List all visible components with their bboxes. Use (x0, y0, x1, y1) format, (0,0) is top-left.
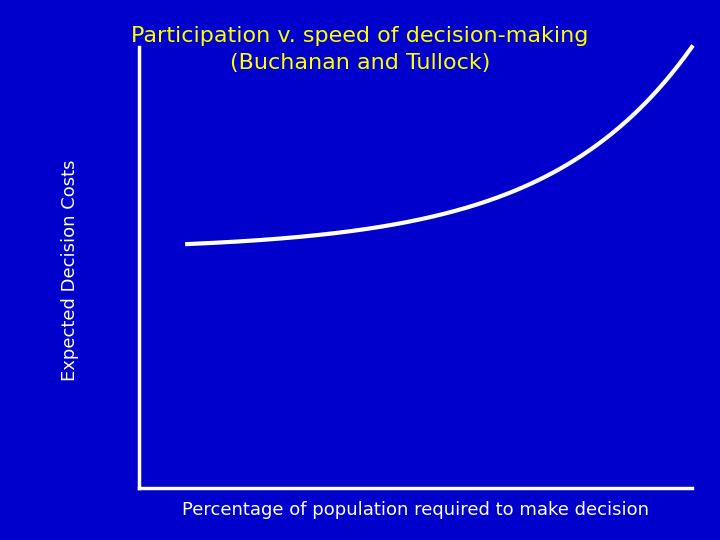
Text: Participation v. speed of decision-making
(Buchanan and Tullock): Participation v. speed of decision-makin… (131, 26, 589, 73)
Text: Percentage of population required to make decision: Percentage of population required to mak… (181, 501, 649, 519)
Text: Expected Decision Costs: Expected Decision Costs (60, 159, 78, 381)
